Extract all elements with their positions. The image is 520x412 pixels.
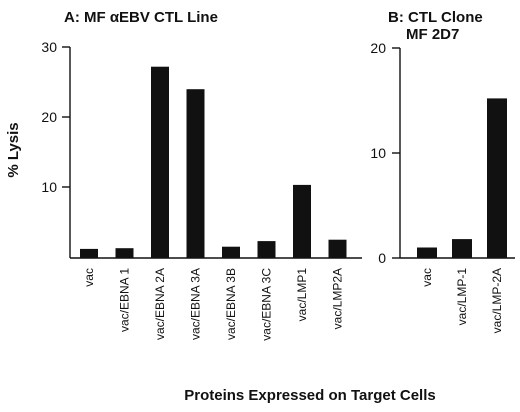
bar-b-vac-lmp-2a <box>487 98 507 259</box>
bar-b-vac <box>417 247 437 258</box>
category-label-a-vac-ebna-3c: vac/EBNA 3C <box>260 268 274 341</box>
bar-a-vac-lmp1 <box>293 184 311 258</box>
bar-a-vac-lmp2a <box>328 239 347 258</box>
bar-a-vac <box>80 248 98 258</box>
category-label-b-vac: vac <box>420 268 434 287</box>
panel-b-bars <box>417 98 507 259</box>
panel-a-tick-label-30: 30 <box>41 39 57 55</box>
x-axis-label: Proteins Expressed on Target Cells <box>184 387 435 404</box>
panel-b-tick-label-20: 20 <box>370 40 386 56</box>
category-label-a-vac-ebna-3a: vac/EBNA 3A <box>189 268 203 340</box>
panel-b-category-labels: vac vac/LMP-1 vac/LMP-2A <box>420 268 504 334</box>
panel-a-category-labels: vac vac/EBNA 1 vac/EBNA 2A vac/EBNA 3A vac/E… <box>82 268 345 341</box>
panel-b-tick-label-10: 10 <box>370 145 386 161</box>
panel-b-tick-label-0: 0 <box>378 250 386 266</box>
category-label-a-vac: vac <box>82 268 96 287</box>
category-label-a-vac-ebna-1: vac/EBNA 1 <box>118 268 132 332</box>
category-label-a-vac-ebna-2a: vac/EBNA 2A <box>153 268 167 340</box>
bar-b-vac-lmp-1 <box>452 239 472 258</box>
bar-a-vac-ebna-3c <box>257 241 276 258</box>
y-axis-label: % Lysis <box>5 122 22 177</box>
panel-a-tick-label-10: 10 <box>41 179 57 195</box>
panel-a-title: A: MF αEBV CTL Line <box>64 9 218 26</box>
category-label-b-vac-lmp-2a: vac/LMP-2A <box>490 268 504 333</box>
category-label-b-vac-lmp-1: vac/LMP-1 <box>455 268 469 326</box>
bar-a-vac-ebna-2a <box>151 66 169 258</box>
category-label-a-vac-lmp2a: vac/LMP2A <box>331 268 345 329</box>
panel-b-title: B: CTL Clone MF 2D7 <box>388 9 487 43</box>
bar-a-vac-ebna-3b <box>222 246 240 258</box>
bar-a-vac-ebna-1 <box>115 248 134 258</box>
category-label-a-vac-lmp1: vac/LMP1 <box>295 268 309 322</box>
bar-a-vac-ebna-3a <box>186 89 205 258</box>
panel-a-bars <box>80 66 347 258</box>
panel-b-title-line-1: B: CTL Clone <box>388 9 483 26</box>
panel-b-title-line-2: MF 2D7 <box>406 26 459 43</box>
category-label-a-vac-ebna-3b: vac/EBNA 3B <box>224 268 238 340</box>
panel-a-tick-label-20: 20 <box>41 109 57 125</box>
